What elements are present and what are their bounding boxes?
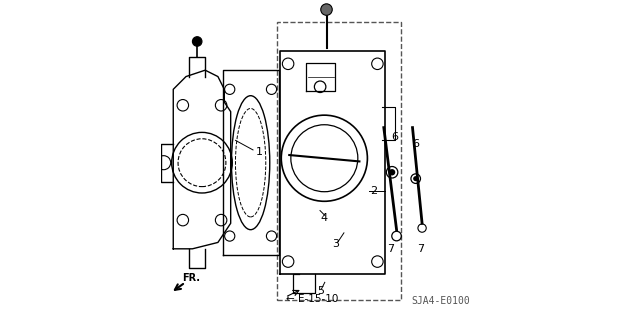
Text: 6: 6 bbox=[412, 138, 419, 149]
Text: 2: 2 bbox=[371, 186, 378, 197]
Text: 6: 6 bbox=[392, 132, 399, 142]
Text: SJA4-E0100: SJA4-E0100 bbox=[411, 296, 470, 307]
Circle shape bbox=[389, 169, 396, 175]
Text: 5: 5 bbox=[317, 286, 324, 296]
Text: ← E-15-10: ← E-15-10 bbox=[285, 294, 338, 304]
Text: 7: 7 bbox=[417, 244, 424, 254]
Text: 7: 7 bbox=[387, 244, 394, 254]
Circle shape bbox=[321, 4, 332, 15]
Text: 1: 1 bbox=[256, 146, 263, 157]
Text: 3: 3 bbox=[332, 239, 339, 249]
Text: 4: 4 bbox=[320, 212, 327, 223]
Circle shape bbox=[413, 176, 419, 181]
Bar bbox=[277, 22, 401, 300]
Circle shape bbox=[193, 37, 202, 46]
Text: FR.: FR. bbox=[182, 273, 200, 283]
